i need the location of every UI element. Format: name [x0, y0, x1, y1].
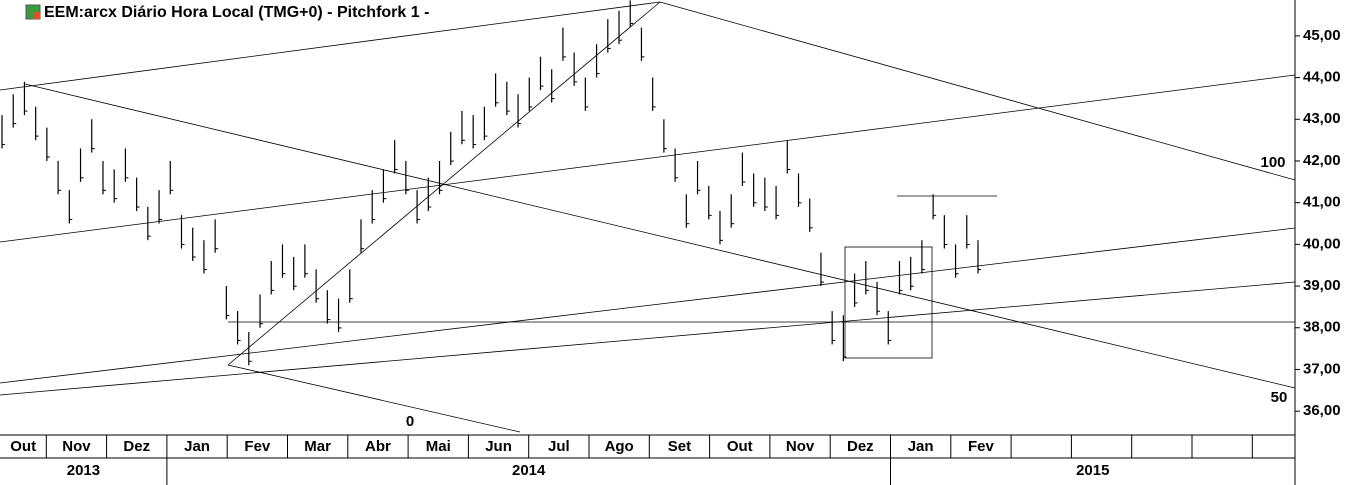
x-tick-label: Jan [908, 438, 934, 455]
x-tick-label: Fev [968, 438, 995, 455]
y-tick-label: 37,00 [1303, 360, 1341, 377]
x-tick-label: Jun [485, 438, 512, 455]
x-tick-label: Fev [244, 438, 271, 455]
y-tick-label: 43,00 [1303, 110, 1341, 127]
x-tick-label: Jul [548, 438, 570, 455]
pitchfork-drawing [0, 1, 1296, 433]
year-label: 2014 [512, 462, 546, 479]
y-tick-label: 36,00 [1303, 402, 1341, 419]
x-tick-label: Dez [847, 438, 874, 455]
y-tick-label: 41,00 [1303, 194, 1341, 211]
fork-label: 100 [1260, 154, 1285, 171]
year-label: 2015 [1076, 462, 1109, 479]
fork-label: 0 [406, 413, 414, 430]
y-tick-label: 45,00 [1303, 27, 1341, 44]
y-tick-label: 39,00 [1303, 277, 1341, 294]
x-tick-label: Nov [62, 438, 91, 455]
x-tick-label: Nov [786, 438, 815, 455]
y-tick-label: 38,00 [1303, 319, 1341, 336]
x-tick-label: Mar [304, 438, 331, 455]
x-tick-label: Abr [365, 438, 391, 455]
x-tick-label: Mai [426, 438, 451, 455]
y-tick-label: 44,00 [1303, 69, 1341, 86]
year-label: 2013 [67, 462, 100, 479]
x-tick-label: Out [727, 438, 753, 455]
chart-title: EEM:arcx Diário Hora Local (TMG+0) - Pit… [44, 4, 429, 21]
y-tick-label: 42,00 [1303, 152, 1341, 169]
x-tick-label: Jan [184, 438, 210, 455]
x-tick-label: Dez [123, 438, 150, 455]
x-tick-label: Out [10, 438, 36, 455]
icon [33, 12, 40, 19]
x-tick-label: Ago [605, 438, 634, 455]
y-tick-label: 40,00 [1303, 235, 1341, 252]
fork-label: 50 [1271, 389, 1288, 406]
x-tick-label: Set [668, 438, 691, 455]
